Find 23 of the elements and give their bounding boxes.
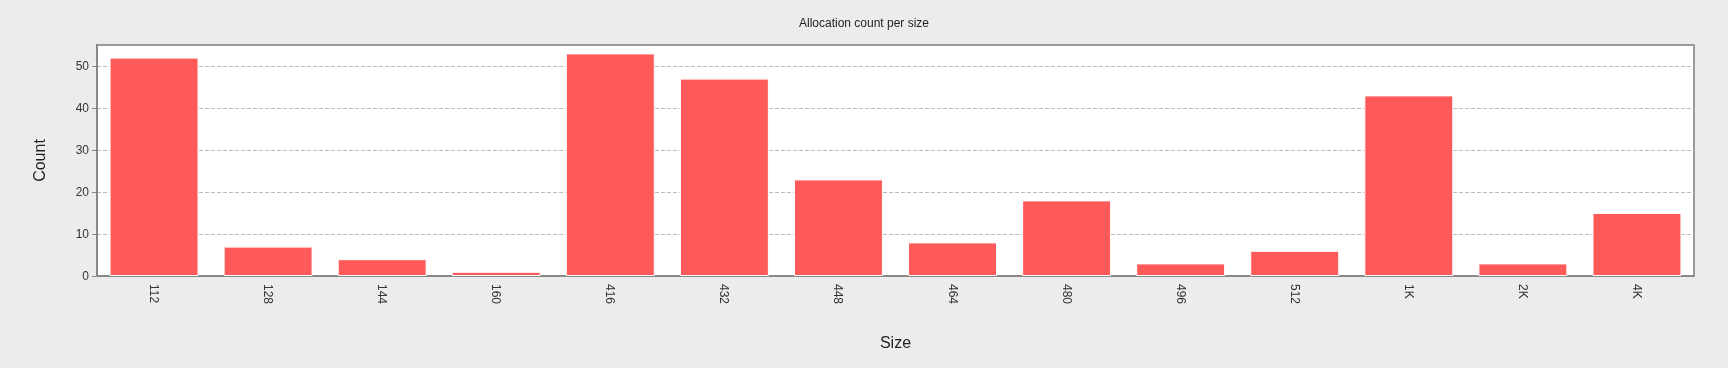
- chart-title: Allocation count per size: [798, 16, 930, 30]
- x-tick-label: 416: [603, 284, 618, 305]
- x-tick-label: 480: [1059, 284, 1074, 305]
- x-tick-label: 112: [147, 284, 162, 304]
- x-tick-label: 512: [1287, 284, 1302, 305]
- y-tick-label: 50: [75, 59, 90, 73]
- y-tick-label: 30: [75, 143, 90, 157]
- y-tick-label: 20: [75, 185, 90, 199]
- x-tick-label: 448: [831, 284, 846, 305]
- y-tick-label: 0: [82, 269, 90, 283]
- x-tick-label: 432: [717, 284, 732, 305]
- x-tick-label: 464: [945, 284, 960, 305]
- y-tick-label: 10: [75, 227, 90, 241]
- y-tick-label: 40: [75, 101, 90, 115]
- x-tick-label: 4K: [1629, 284, 1644, 299]
- x-tick-label: 496: [1173, 284, 1188, 305]
- x-tick-label: 144: [375, 284, 390, 305]
- x-tick-label: 160: [489, 284, 504, 305]
- x-tick-label: 128: [261, 284, 276, 305]
- y-axis-title: Count: [30, 138, 48, 182]
- x-axis-title: Size: [879, 333, 912, 351]
- x-tick-label: 2K: [1515, 284, 1530, 299]
- x-tick-label: 1K: [1401, 284, 1416, 299]
